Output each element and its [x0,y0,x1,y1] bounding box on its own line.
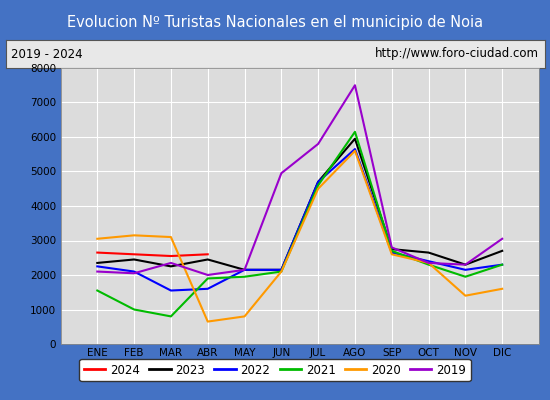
Text: http://www.foro-ciudad.com: http://www.foro-ciudad.com [375,48,539,60]
Text: Evolucion Nº Turistas Nacionales en el municipio de Noia: Evolucion Nº Turistas Nacionales en el m… [67,14,483,30]
Legend: 2024, 2023, 2022, 2021, 2020, 2019: 2024, 2023, 2022, 2021, 2020, 2019 [79,359,471,381]
Text: 2019 - 2024: 2019 - 2024 [11,48,82,60]
